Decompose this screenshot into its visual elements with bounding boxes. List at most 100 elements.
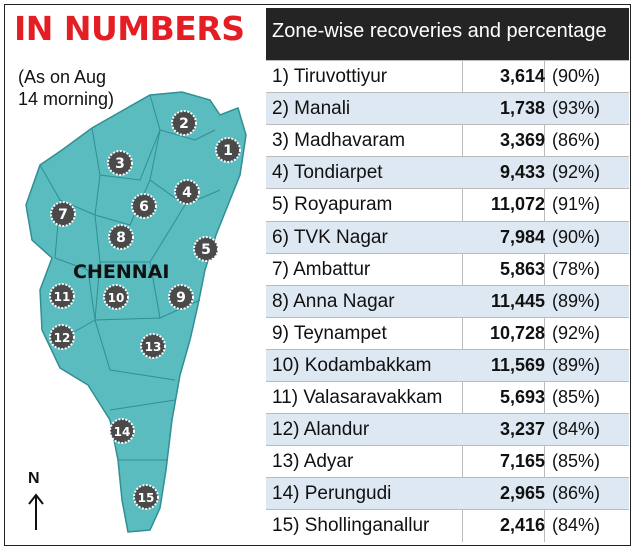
table-row: 2) Manali 1,738 (93%): [266, 92, 629, 125]
north-arrow-icon: [28, 493, 44, 530]
table-row: 11) Valasaravakkam 5,693 (85%): [266, 381, 629, 413]
infographic-frame: [4, 4, 631, 546]
table-row: 8) Anna Nagar 11,445 (89%): [266, 284, 629, 317]
zone-marker: 3: [107, 150, 133, 176]
zone-marker: 5: [193, 236, 219, 262]
infographic-title: IN NUMBERS: [14, 9, 245, 48]
zone-name: 13) Adyar: [272, 451, 354, 473]
north-label: N: [28, 470, 40, 487]
zone-percentage: (91%): [552, 194, 601, 215]
zone-name: 6) TVK Nagar: [272, 226, 388, 248]
zone-marker: 1: [215, 137, 241, 163]
zone-name: 10) Kodambakkam: [272, 354, 432, 376]
table-header: Zone-wise recoveries and percentage: [272, 20, 607, 42]
zone-percentage: (84%): [552, 419, 601, 440]
zone-recoveries: 5,693: [499, 387, 545, 407]
zone-percentage: (85%): [552, 387, 601, 407]
zone-name: 14) Perungudi: [272, 483, 392, 505]
table-row: 4) Tondiarpet 9,433 (92%): [266, 156, 629, 189]
table-row: 6) TVK Nagar 7,984 (90%): [266, 220, 629, 253]
zone-recoveries: 1,738: [499, 98, 545, 119]
zone-marker-number: 2: [179, 116, 189, 132]
zone-marker-number: 10: [108, 291, 125, 305]
zone-name: 1) Tiruvottiyur: [272, 66, 388, 87]
zone-name: 9) Teynampet: [272, 322, 387, 344]
zone-recoveries: 10,728: [489, 322, 545, 343]
zone-percentage: (93%): [552, 98, 601, 119]
zone-percentage: (90%): [552, 66, 601, 86]
zone-marker-number: 4: [182, 185, 192, 201]
zone-boundaries: [39, 94, 221, 461]
table-row: 3) Madhavaram 3,369 (86%): [266, 124, 629, 156]
zone-marker: 14: [109, 418, 135, 444]
zone-name: 15) Shollinganallur: [272, 515, 430, 537]
zone-marker: 15: [133, 484, 159, 510]
zone-marker-number: 13: [145, 340, 162, 354]
table-row: 10) Kodambakkam 11,569 (89%): [266, 348, 629, 381]
zone-marker: 10: [103, 284, 129, 310]
table-row: 5) Royapuram 11,072 (91%): [266, 188, 629, 220]
table-row: 1) Tiruvottiyur 3,614 (90%): [266, 60, 629, 92]
zone-marker: 13: [140, 333, 166, 359]
table-row: 15) Shollinganallur 2,416 (84%): [266, 509, 629, 541]
zone-percentage: (78%): [552, 258, 601, 279]
zone-marker-number: 15: [138, 491, 155, 505]
zone-recoveries: 9,433: [499, 162, 545, 183]
zone-marker: 8: [108, 224, 134, 250]
zone-name: 7) Ambattur: [272, 258, 371, 280]
zone-recoveries: 3,369: [499, 130, 545, 151]
date-note: (As on Aug 14 morning): [18, 67, 115, 109]
zone-percentage: (86%): [552, 130, 601, 151]
zone-recoveries: 7,984: [499, 226, 545, 247]
zone-marker: 12: [49, 324, 75, 350]
zone-marker-number: 5: [201, 242, 211, 258]
zone-marker-number: 6: [139, 199, 149, 215]
zone-percentage: (85%): [552, 451, 601, 472]
zone-recoveries: 2,416: [499, 515, 545, 536]
map-outline: [25, 91, 247, 533]
zone-name: 4) Tondiarpet: [272, 162, 383, 184]
zone-recoveries: 3,614: [499, 66, 545, 86]
zone-marker: 7: [50, 201, 76, 227]
zone-percentage: (89%): [552, 354, 601, 375]
zone-name: 2) Manali: [272, 98, 351, 120]
zone-name: 3) Madhavaram: [272, 130, 406, 152]
zone-percentage: (89%): [552, 290, 601, 311]
zone-percentage: (90%): [552, 226, 601, 247]
zone-name: 5) Royapuram: [272, 194, 393, 216]
zone-marker-number: 8: [116, 230, 126, 246]
zone-marker-number: 9: [176, 290, 186, 306]
zone-name: 8) Anna Nagar: [272, 290, 395, 312]
zone-name: 11) Valasaravakkam: [272, 387, 443, 408]
zone-name: 12) Alandur: [272, 419, 370, 441]
zone-marker: 6: [131, 193, 157, 219]
zone-marker: 11: [49, 283, 75, 309]
zone-recoveries: 11,445: [490, 290, 545, 311]
zone-marker-number: 1: [223, 143, 233, 159]
zone-marker-number: 14: [114, 425, 131, 439]
table-header-bar: [266, 8, 629, 60]
table-row: 9) Teynampet 10,728 (92%): [266, 316, 629, 349]
zone-recoveries: 11,072: [490, 194, 545, 215]
zone-percentage: (92%): [552, 322, 601, 343]
table-row: 13) Adyar 7,165 (85%): [266, 445, 629, 477]
table-row: 12) Alandur 3,237 (84%): [266, 413, 629, 446]
zone-recoveries: 5,863: [499, 258, 545, 279]
zone-marker: 9: [168, 284, 194, 310]
zone-percentage: (84%): [552, 515, 601, 536]
table-row: 7) Ambattur 5,863 (78%): [266, 252, 629, 285]
zone-marker: 2: [171, 110, 197, 136]
zone-marker-number: 11: [54, 290, 71, 304]
zone-marker-number: 7: [58, 207, 68, 223]
zone-recoveries: 11,569: [490, 354, 545, 375]
map-city-label: CHENNAI: [73, 261, 169, 283]
zone-marker-number: 3: [115, 156, 125, 172]
zone-recoveries: 7,165: [499, 451, 545, 472]
zone-percentage: (92%): [552, 162, 601, 183]
zone-marker: 4: [174, 179, 200, 205]
zone-recoveries: 2,965: [499, 483, 545, 504]
zone-marker-number: 12: [54, 331, 71, 345]
zone-percentage: (86%): [552, 483, 601, 504]
